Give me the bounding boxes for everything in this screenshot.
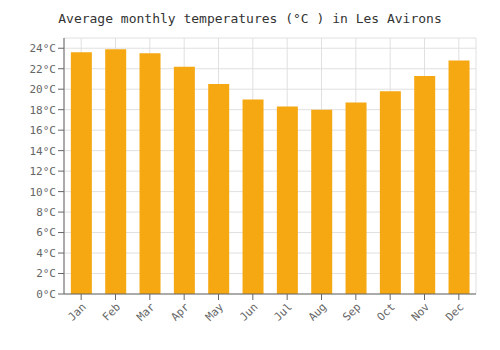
svg-text:Nov: Nov <box>409 300 433 324</box>
svg-text:16°C: 16°C <box>30 124 57 137</box>
svg-text:6°C: 6°C <box>36 226 56 239</box>
svg-text:8°C: 8°C <box>36 206 56 219</box>
svg-text:20°C: 20°C <box>30 83 57 96</box>
svg-text:Jun: Jun <box>237 300 260 323</box>
svg-text:22°C: 22°C <box>30 63 57 76</box>
svg-text:Jan: Jan <box>66 300 89 323</box>
svg-text:Aug: Aug <box>306 300 329 323</box>
svg-text:4°C: 4°C <box>36 247 56 260</box>
svg-text:May: May <box>203 300 227 324</box>
svg-text:Dec: Dec <box>443 300 466 323</box>
svg-text:10°C: 10°C <box>30 186 57 199</box>
svg-text:Sep: Sep <box>340 300 363 323</box>
svg-text:Mar: Mar <box>134 300 158 324</box>
svg-text:12°C: 12°C <box>30 165 57 178</box>
svg-text:0°C: 0°C <box>36 288 56 301</box>
svg-text:Jul: Jul <box>272 300 295 323</box>
svg-text:24°C: 24°C <box>30 42 57 55</box>
svg-text:Oct: Oct <box>375 300 398 323</box>
svg-text:Feb: Feb <box>100 300 123 323</box>
svg-text:2°C: 2°C <box>36 267 56 280</box>
svg-text:18°C: 18°C <box>30 104 57 117</box>
svg-text:14°C: 14°C <box>30 145 57 158</box>
svg-text:Apr: Apr <box>169 300 193 324</box>
html-text:Average monthly temperatures (: Average monthly temperatures (°C ) in Le… <box>58 11 442 26</box>
